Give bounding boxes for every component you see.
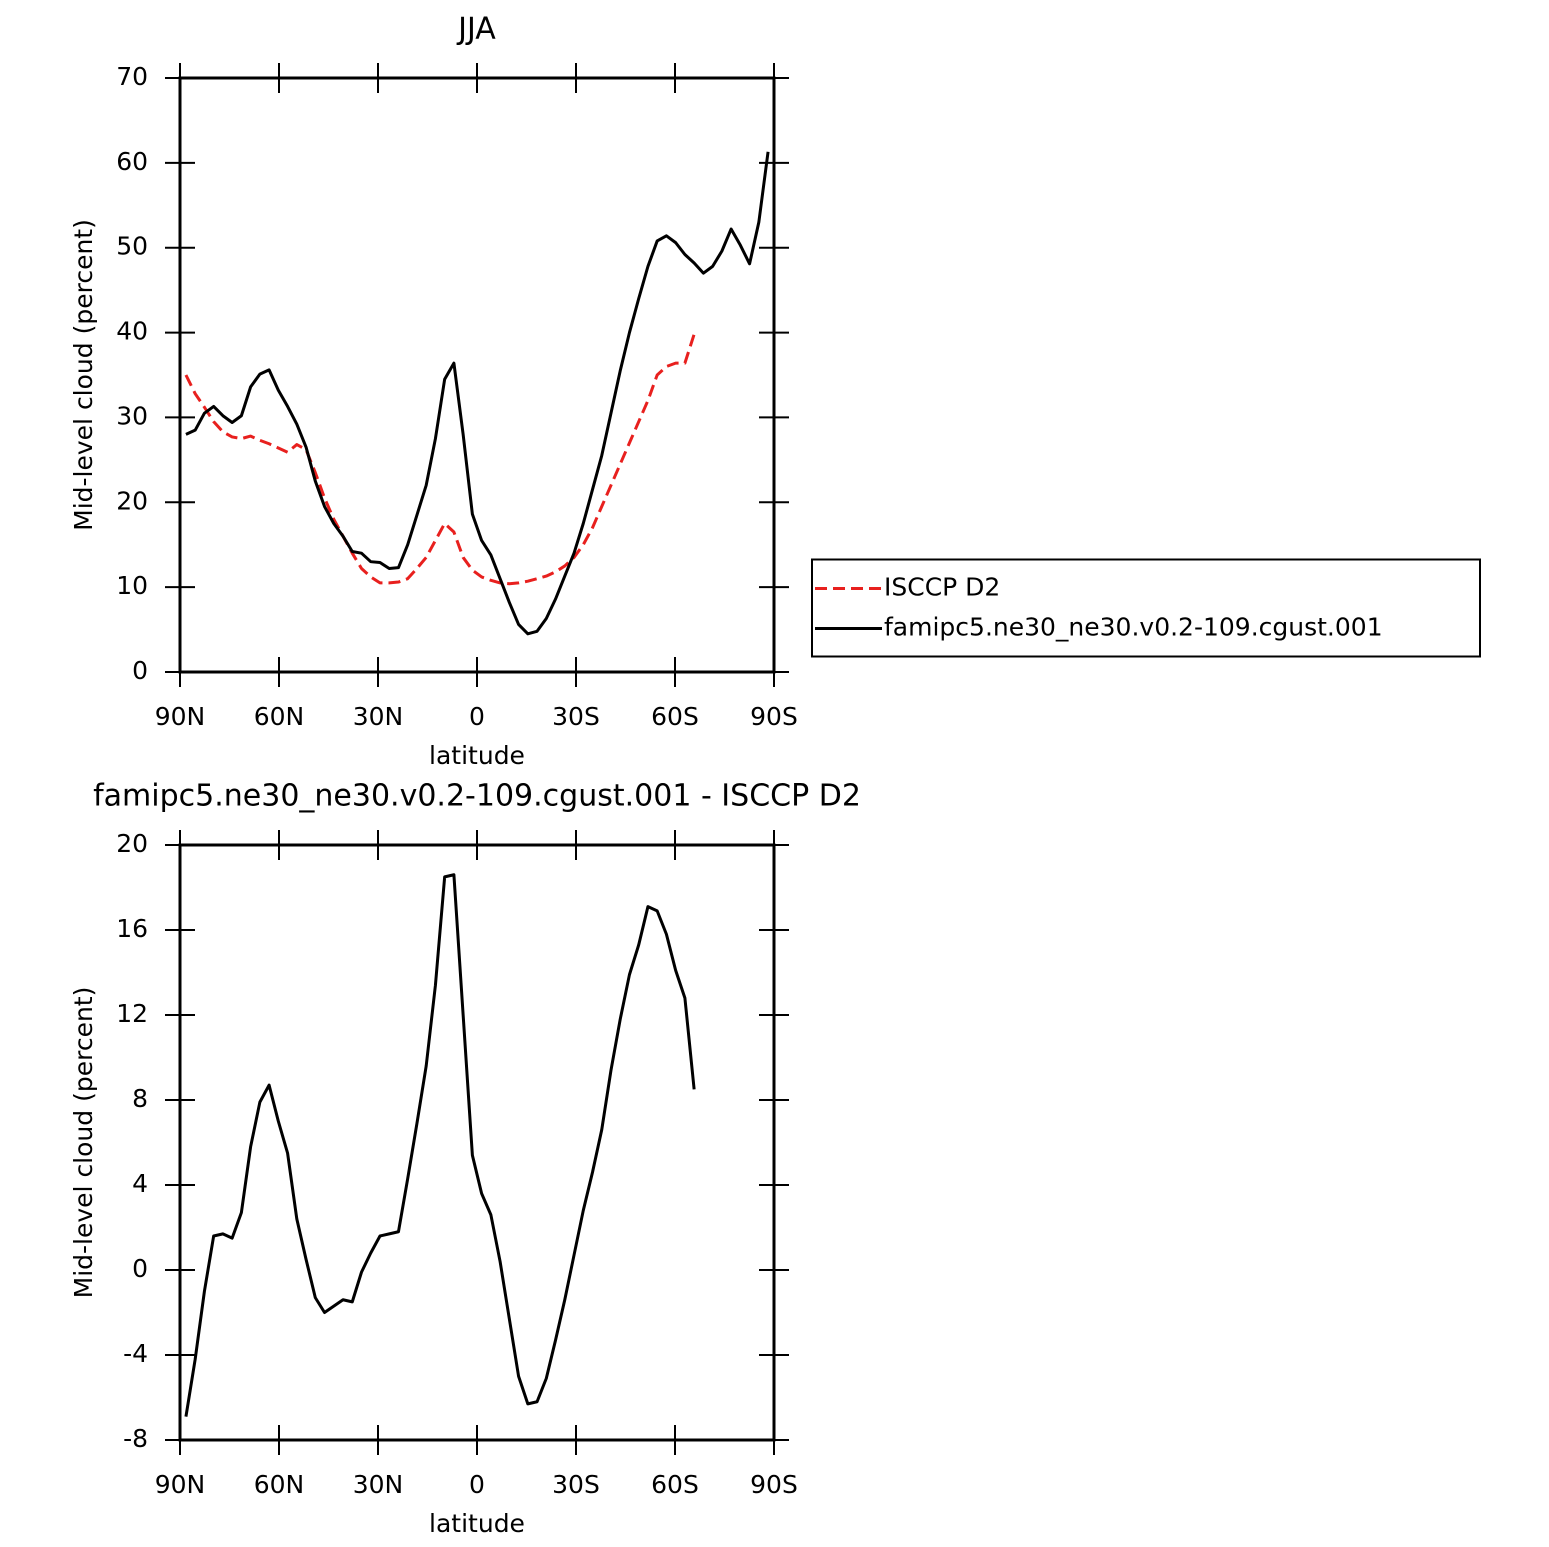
chart-title: famipc5.ne30_ne30.v0.2-109.cgust.001 - I… xyxy=(93,779,861,814)
x-tick-label: 0 xyxy=(469,1470,485,1499)
x-tick-label: 30S xyxy=(552,702,600,731)
x-tick-label: 0 xyxy=(469,702,485,731)
x-tick-label: 60N xyxy=(254,702,305,731)
y-tick-label: 8 xyxy=(132,1084,148,1113)
y-tick-label: 0 xyxy=(132,1254,148,1283)
x-tick-label: 90N xyxy=(155,702,206,731)
y-tick-label: 40 xyxy=(116,317,148,346)
y-tick-label: 20 xyxy=(116,829,148,858)
y-tick-label: 0 xyxy=(132,656,148,685)
series-line xyxy=(184,873,696,1417)
y-tick-label: 12 xyxy=(116,999,148,1028)
x-tick-label: 90N xyxy=(155,1470,206,1499)
y-tick-label: 20 xyxy=(116,486,148,515)
legend-box xyxy=(811,558,1481,658)
plot-frame xyxy=(178,76,776,674)
legend-label: ISCCP D2 xyxy=(884,573,1000,602)
x-tick-label: 60S xyxy=(651,1470,699,1499)
y-axis-label: Mid-level cloud (percent) xyxy=(69,987,98,1299)
plot-frame xyxy=(178,843,776,1442)
series-line xyxy=(184,333,696,586)
x-tick-label: 30S xyxy=(552,1470,600,1499)
y-tick-label: 50 xyxy=(116,232,148,261)
y-axis-label: Mid-level cloud (percent) xyxy=(69,219,98,531)
y-tick-label: 4 xyxy=(132,1169,148,1198)
x-tick-label: 30N xyxy=(353,1470,404,1499)
y-tick-label: 60 xyxy=(116,147,148,176)
y-tick-label: 16 xyxy=(116,914,148,943)
x-tick-label: 30N xyxy=(353,702,404,731)
x-tick-label: 60S xyxy=(651,702,699,731)
x-tick-label: 60N xyxy=(254,1470,305,1499)
legend-label: famipc5.ne30_ne30.v0.2-109.cgust.001 xyxy=(884,613,1383,642)
x-axis-label: latitude xyxy=(429,741,525,770)
y-tick-label: 70 xyxy=(116,62,148,91)
x-tick-label: 90S xyxy=(750,1470,798,1499)
series-line xyxy=(185,151,770,636)
y-tick-label: 10 xyxy=(116,571,148,600)
x-axis-label: latitude xyxy=(429,1509,525,1538)
y-tick-label: -4 xyxy=(123,1339,148,1368)
y-tick-label: 30 xyxy=(116,401,148,430)
chart-title: JJA xyxy=(456,12,496,47)
x-tick-label: 90S xyxy=(750,702,798,731)
y-tick-label: -8 xyxy=(123,1424,148,1453)
